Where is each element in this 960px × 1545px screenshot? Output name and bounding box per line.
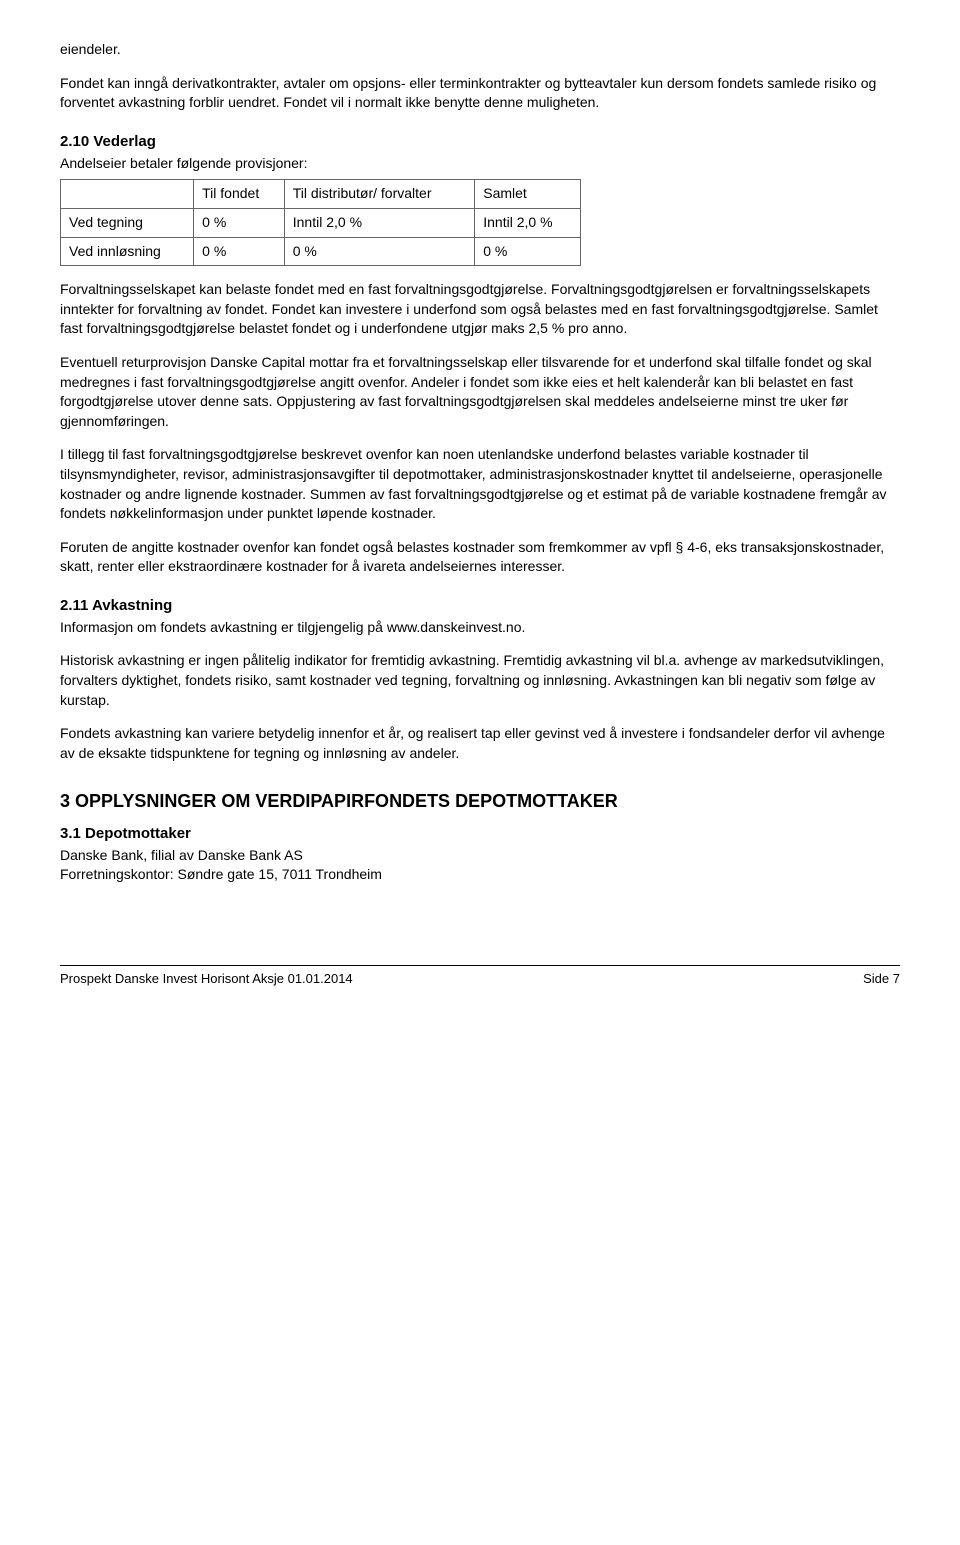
section-heading-vederlag: 2.10 Vederlag (60, 131, 900, 152)
page-footer: Prospekt Danske Invest Horisont Aksje 01… (60, 965, 900, 988)
table-cell (61, 180, 194, 209)
table-cell: 0 % (194, 208, 285, 237)
table-cell: 0 % (284, 237, 475, 266)
table-header-row: Til fondet Til distributør/ forvalter Sa… (61, 180, 581, 209)
table-row: Ved innløsning 0 % 0 % 0 % (61, 237, 581, 266)
paragraph: I tillegg til fast forvaltningsgodtgjøre… (60, 445, 900, 523)
depot-line: Danske Bank, filial av Danske Bank AS (60, 846, 900, 866)
table-cell: Ved innløsning (61, 237, 194, 266)
paragraph: Fondet kan inngå derivatkontrakter, avta… (60, 74, 900, 113)
table-row: Ved tegning 0 % Inntil 2,0 % Inntil 2,0 … (61, 208, 581, 237)
table-cell: Inntil 2,0 % (284, 208, 475, 237)
paragraph: Eventuell returprovisjon Danske Capital … (60, 353, 900, 431)
commission-table: Til fondet Til distributør/ forvalter Sa… (60, 179, 581, 266)
top-fragment: eiendeler. (60, 40, 900, 60)
table-cell: Til fondet (194, 180, 285, 209)
paragraph: Foruten de angitte kostnader ovenfor kan… (60, 538, 900, 577)
chapter-heading: 3 OPPLYSNINGER OM VERDIPAPIRFONDETS DEPO… (60, 789, 900, 814)
footer-right: Side 7 (863, 970, 900, 988)
table-cell: Ved tegning (61, 208, 194, 237)
avkastning-intro: Informasjon om fondets avkastning er til… (60, 618, 900, 638)
section-heading-avkastning: 2.11 Avkastning (60, 595, 900, 616)
paragraph: Historisk avkastning er ingen pålitelig … (60, 651, 900, 710)
paragraph: Forvaltningsselskapet kan belaste fondet… (60, 280, 900, 339)
table-cell: 0 % (475, 237, 581, 266)
table-cell: Inntil 2,0 % (475, 208, 581, 237)
vederlag-intro: Andelseier betaler følgende provisjoner: (60, 154, 900, 174)
table-cell: Samlet (475, 180, 581, 209)
paragraph: Fondets avkastning kan variere betydelig… (60, 724, 900, 763)
table-cell: Til distributør/ forvalter (284, 180, 475, 209)
table-cell: 0 % (194, 237, 285, 266)
section-heading-depot: 3.1 Depotmottaker (60, 823, 900, 844)
footer-left: Prospekt Danske Invest Horisont Aksje 01… (60, 970, 353, 988)
depot-line: Forretningskontor: Søndre gate 15, 7011 … (60, 865, 900, 885)
